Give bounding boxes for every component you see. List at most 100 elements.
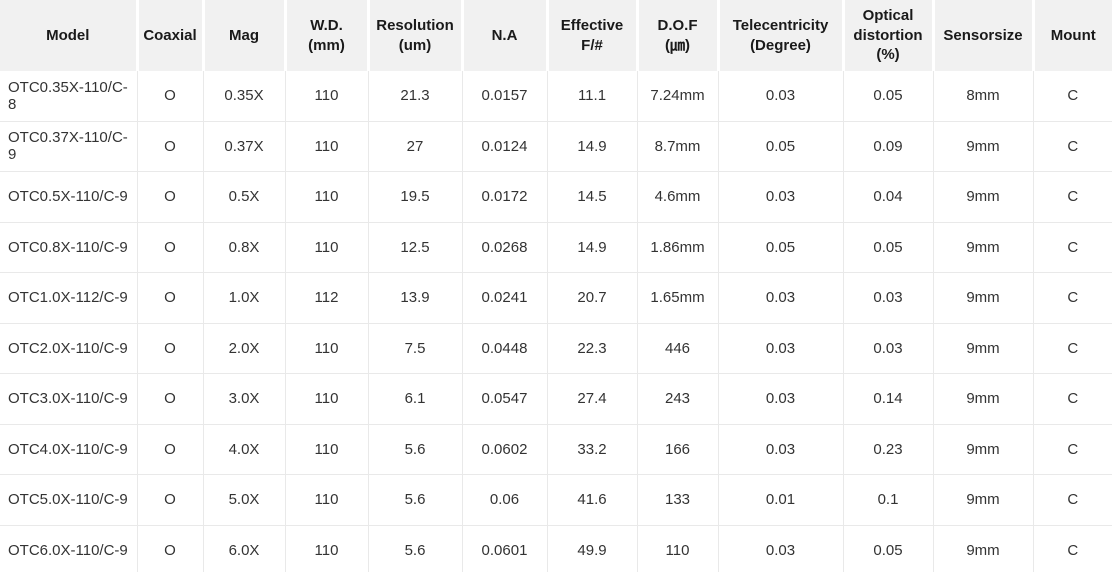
cell-model: OTC0.37X-110/C-9: [0, 120, 137, 172]
cell-model: OTC5.0X-110/C-9: [0, 474, 137, 525]
cell-resolution-um: 19.5: [367, 171, 462, 222]
table-row: OTC1.0X-112/C-9 O 1.0X 112 13.9 0.0241 20.7 1.6…: [0, 272, 1112, 323]
cell-mount: C: [1032, 322, 1112, 374]
cell-mount: C: [1032, 373, 1112, 424]
cell-na: 0.0124: [461, 120, 547, 172]
cell-sensorsize: 9mm: [932, 171, 1033, 222]
cell-coaxial: O: [136, 272, 203, 323]
cell-na: 0.0602: [461, 423, 547, 475]
cell-coaxial: O: [136, 474, 203, 525]
cell-wd-mm: 110: [284, 474, 368, 525]
cell-resolution-um: 6.1: [367, 373, 462, 424]
cell-dof-um: 133: [636, 474, 718, 525]
cell-telecentricity: 0.03: [717, 71, 843, 121]
table-body: OTC0.35X-110/C-8 O 0.35X 110 21.3 0.0157 11.1 7…: [0, 71, 1112, 572]
table-row: OTC5.0X-110/C-9 O 5.0X 110 5.6 0.06 41.6 133 0.0…: [0, 474, 1112, 525]
table-header: Model Coaxial Mag W.D. (mm) Resolution (um) N…: [0, 0, 1112, 71]
cell-na: 0.0601: [461, 524, 547, 572]
cell-effective-f-number: 11.1: [546, 71, 637, 121]
cell-model: OTC0.5X-110/C-9: [0, 171, 137, 222]
cell-sensorsize: 9mm: [932, 120, 1033, 172]
table-row: OTC2.0X-110/C-9 O 2.0X 110 7.5 0.0448 22.3 446 0…: [0, 322, 1112, 374]
cell-effective-f-number: 27.4: [546, 373, 637, 424]
cell-effective-f-number: 14.9: [546, 120, 637, 172]
cell-wd-mm: 110: [284, 221, 368, 273]
cell-model: OTC4.0X-110/C-9: [0, 423, 137, 475]
cell-na: 0.0448: [461, 322, 547, 374]
cell-model: OTC0.35X-110/C-8: [8, 78, 128, 113]
cell-wd-mm: 110: [284, 423, 368, 475]
cell-resolution-um: 21.3: [367, 71, 462, 121]
cell-resolution-um: 5.6: [367, 524, 462, 572]
column-header-effective-f-number: Effective F/#: [545, 0, 637, 71]
cell-telecentricity: 0.01: [717, 474, 843, 525]
cell-coaxial: O: [136, 71, 203, 121]
cell-resolution-um: 12.5: [367, 221, 462, 273]
cell-effective-f-number: 41.6: [546, 474, 637, 525]
cell-optical-distortion: 0.1: [842, 474, 933, 525]
cell-optical-distortion: 0.04: [842, 171, 933, 222]
cell-dof-um: 7.24mm: [636, 71, 718, 121]
cell-dof-um: 446: [636, 322, 718, 374]
cell-telecentricity: 0.03: [717, 373, 843, 424]
cell-sensorsize: 9mm: [932, 423, 1033, 475]
cell-sensorsize: 8mm: [932, 71, 1033, 121]
cell-sensorsize: 9mm: [932, 221, 1033, 273]
cell-resolution-um: 5.6: [367, 474, 462, 525]
cell-optical-distortion: 0.05: [842, 71, 933, 121]
table-row: OTC0.35X-110/C-8 O 0.35X 110 21.3 0.0157 11.1 7…: [0, 71, 1112, 121]
cell-telecentricity: 0.03: [717, 171, 843, 222]
cell-resolution-um: 27: [367, 120, 462, 172]
cell-sensorsize: 9mm: [932, 474, 1033, 525]
column-header-mount: Mount: [1031, 0, 1112, 71]
cell-mag: 4.0X: [202, 423, 285, 475]
cell-telecentricity: 0.05: [717, 221, 843, 273]
cell-wd-mm: 110: [284, 322, 368, 374]
cell-dof-um: 8.7mm: [636, 120, 718, 172]
table-row: OTC3.0X-110/C-9 O 3.0X 110 6.1 0.0547 27.4 243 0…: [0, 373, 1112, 424]
column-header-resolution-um: Resolution (um): [366, 0, 462, 71]
cell-telecentricity: 0.03: [717, 322, 843, 374]
cell-sensorsize: 9mm: [932, 322, 1033, 374]
cell-mag: 1.0X: [202, 272, 285, 323]
cell-sensorsize: 9mm: [932, 524, 1033, 572]
cell-dof-um: 243: [636, 373, 718, 424]
cell-telecentricity: 0.03: [717, 272, 843, 323]
cell-dof-um: 110: [636, 524, 718, 572]
cell-telecentricity: 0.05: [717, 120, 843, 172]
cell-sensorsize: 9mm: [932, 373, 1033, 424]
cell-mount: C: [1032, 71, 1112, 121]
table-row: OTC0.8X-110/C-9 O 0.8X 110 12.5 0.0268 14.9 1.8…: [0, 221, 1112, 273]
cell-mount: C: [1032, 423, 1112, 475]
cell-telecentricity: 0.03: [717, 423, 843, 475]
cell-model: OTC2.0X-110/C-9: [0, 322, 137, 374]
column-header-dof-um: D.O.F (㎛): [635, 0, 718, 71]
cell-effective-f-number: 33.2: [546, 423, 637, 475]
cell-mag: 0.37X: [202, 120, 285, 172]
cell-model: OTC6.0X-110/C-9: [0, 524, 137, 572]
cell-wd-mm: 110: [284, 71, 368, 121]
cell-dof-um: 1.65mm: [636, 272, 718, 323]
cell-mag: 0.5X: [202, 171, 285, 222]
cell-optical-distortion: 0.05: [842, 221, 933, 273]
cell-dof-um: 1.86mm: [636, 221, 718, 273]
cell-resolution-um: 5.6: [367, 423, 462, 475]
cell-wd-mm: 110: [284, 120, 368, 172]
cell-mount: C: [1032, 474, 1112, 525]
cell-model: OTC1.0X-112/C-9: [0, 272, 137, 323]
column-header-model: Model: [0, 0, 137, 71]
cell-mag: 2.0X: [202, 322, 285, 374]
cell-wd-mm: 110: [284, 373, 368, 424]
cell-optical-distortion: 0.03: [842, 322, 933, 374]
cell-na: 0.0268: [461, 221, 547, 273]
column-header-mag: Mag: [201, 0, 285, 71]
table-row: OTC0.37X-110/C-9 O 0.37X 110 27 0.0124 14.9 8.7…: [0, 120, 1112, 172]
cell-dof-um: 4.6mm: [636, 171, 718, 222]
column-header-coaxial: Coaxial: [135, 0, 203, 71]
cell-effective-f-number: 14.9: [546, 221, 637, 273]
cell-effective-f-number: 22.3: [546, 322, 637, 374]
cell-optical-distortion: 0.05: [842, 524, 933, 572]
cell-na: 0.0241: [461, 272, 547, 323]
cell-wd-mm: 110: [284, 524, 368, 572]
